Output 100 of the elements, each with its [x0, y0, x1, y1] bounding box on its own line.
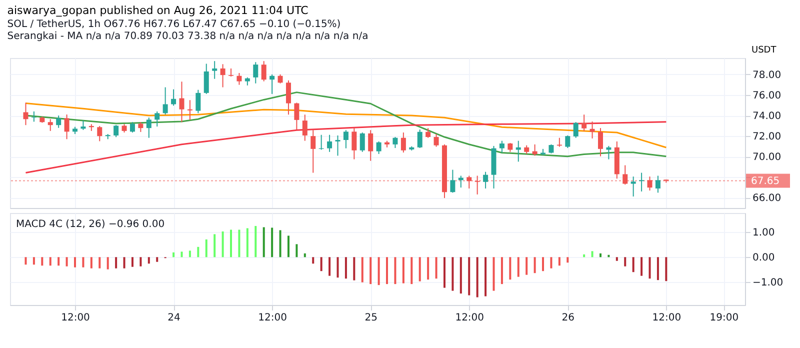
- bar: [640, 257, 643, 276]
- y-tick-label: 78.00: [752, 70, 782, 81]
- candlestick: [590, 120, 595, 139]
- candlestick: [343, 130, 348, 149]
- bar: [468, 257, 470, 296]
- candlestick: [622, 164, 628, 186]
- candlestick: [302, 114, 308, 142]
- bar: [353, 257, 356, 280]
- bar: [156, 257, 158, 262]
- y-tick-label: 1.00: [752, 228, 775, 239]
- candlestick: [335, 134, 340, 156]
- candlestick: [236, 72, 242, 86]
- candlestick: [212, 60, 218, 80]
- bar: [262, 227, 265, 258]
- candlestick: [179, 81, 184, 123]
- candlestick: [368, 130, 374, 162]
- line-series: [24, 121, 667, 174]
- bar: [460, 257, 462, 294]
- candlestick: [426, 128, 431, 138]
- bar: [452, 257, 454, 291]
- candlestick: [400, 132, 406, 154]
- bar: [296, 244, 298, 258]
- bar: [378, 257, 380, 286]
- bar: [344, 257, 347, 279]
- bar: [361, 257, 364, 282]
- bar: [98, 257, 101, 268]
- y-tick-label: 70.00: [752, 152, 782, 164]
- bar: [214, 234, 216, 258]
- bar: [246, 228, 248, 258]
- candlestick: [647, 176, 652, 192]
- bar: [558, 257, 560, 266]
- candlestick: [392, 136, 398, 148]
- bar: [550, 257, 552, 268]
- candlestick: [639, 172, 644, 192]
- bar: [435, 257, 438, 279]
- bar: [123, 257, 126, 268]
- x-tick-label: 25: [364, 312, 378, 324]
- candlestick: [270, 74, 275, 94]
- bar: [583, 254, 586, 258]
- x-tick-label: 26: [562, 312, 575, 324]
- candlestick: [187, 100, 192, 120]
- candlestick: [352, 128, 357, 160]
- bar: [591, 251, 594, 258]
- candlestick: [23, 102, 28, 126]
- candlestick: [204, 63, 209, 94]
- bar: [115, 257, 118, 268]
- bar: [66, 257, 68, 266]
- candlestick: [417, 129, 422, 148]
- candlestick: [310, 130, 316, 174]
- bar: [665, 257, 668, 282]
- bar: [254, 226, 257, 258]
- bar: [172, 252, 175, 258]
- text: MACD 4C (12, 26) −0.96 0.00: [16, 219, 165, 230]
- bar: [197, 246, 200, 258]
- bar: [320, 257, 322, 272]
- candlestick: [31, 110, 36, 122]
- x-tick-label: 12:00: [455, 312, 484, 324]
- candlestick: [327, 134, 332, 152]
- bar: [394, 257, 396, 284]
- candlestick: [582, 114, 587, 132]
- candlestick: [294, 102, 300, 130]
- bar: [140, 257, 142, 266]
- bar: [427, 257, 430, 280]
- candlestick: [532, 144, 538, 156]
- candlestick: [196, 89, 201, 114]
- candlestick: [376, 140, 382, 154]
- x-tick-label: 12:00: [61, 312, 90, 324]
- candlestick: [360, 132, 365, 152]
- y-tick-label: 72.00: [752, 132, 782, 143]
- bar: [312, 257, 314, 264]
- bar: [238, 230, 240, 258]
- bar: [148, 257, 150, 264]
- candlestick: [220, 64, 226, 88]
- bar: [484, 257, 487, 296]
- bar: [222, 231, 224, 258]
- candlestick: [130, 122, 135, 133]
- candlestick: [48, 118, 53, 132]
- bar: [328, 257, 331, 276]
- candlestick: [466, 175, 472, 189]
- bar: [131, 257, 134, 267]
- bar: [443, 257, 446, 288]
- bar: [402, 257, 404, 284]
- y-tick-label: 0.00: [752, 252, 775, 264]
- bar: [336, 257, 339, 278]
- bar: [500, 257, 503, 284]
- candlestick: [499, 140, 504, 154]
- candlestick: [138, 122, 144, 132]
- bar: [410, 257, 413, 284]
- bar: [370, 257, 372, 284]
- bar: [542, 257, 544, 272]
- bar: [599, 253, 602, 258]
- candlestick: [146, 117, 152, 138]
- bar: [24, 257, 27, 265]
- chart-title: aiswarya_gopan published on Aug 26, 2021 11:04 UTC: [7, 4, 309, 17]
- bar: [41, 257, 44, 266]
- text: Serangkai - MA n/a n/a 70.89 70.03 73.38 n/a n/a n/a n/a n/a n/a n/a n/a: [7, 31, 368, 42]
- bar: [304, 253, 306, 258]
- bar: [632, 257, 634, 272]
- bar: [509, 257, 512, 280]
- bar: [476, 257, 478, 298]
